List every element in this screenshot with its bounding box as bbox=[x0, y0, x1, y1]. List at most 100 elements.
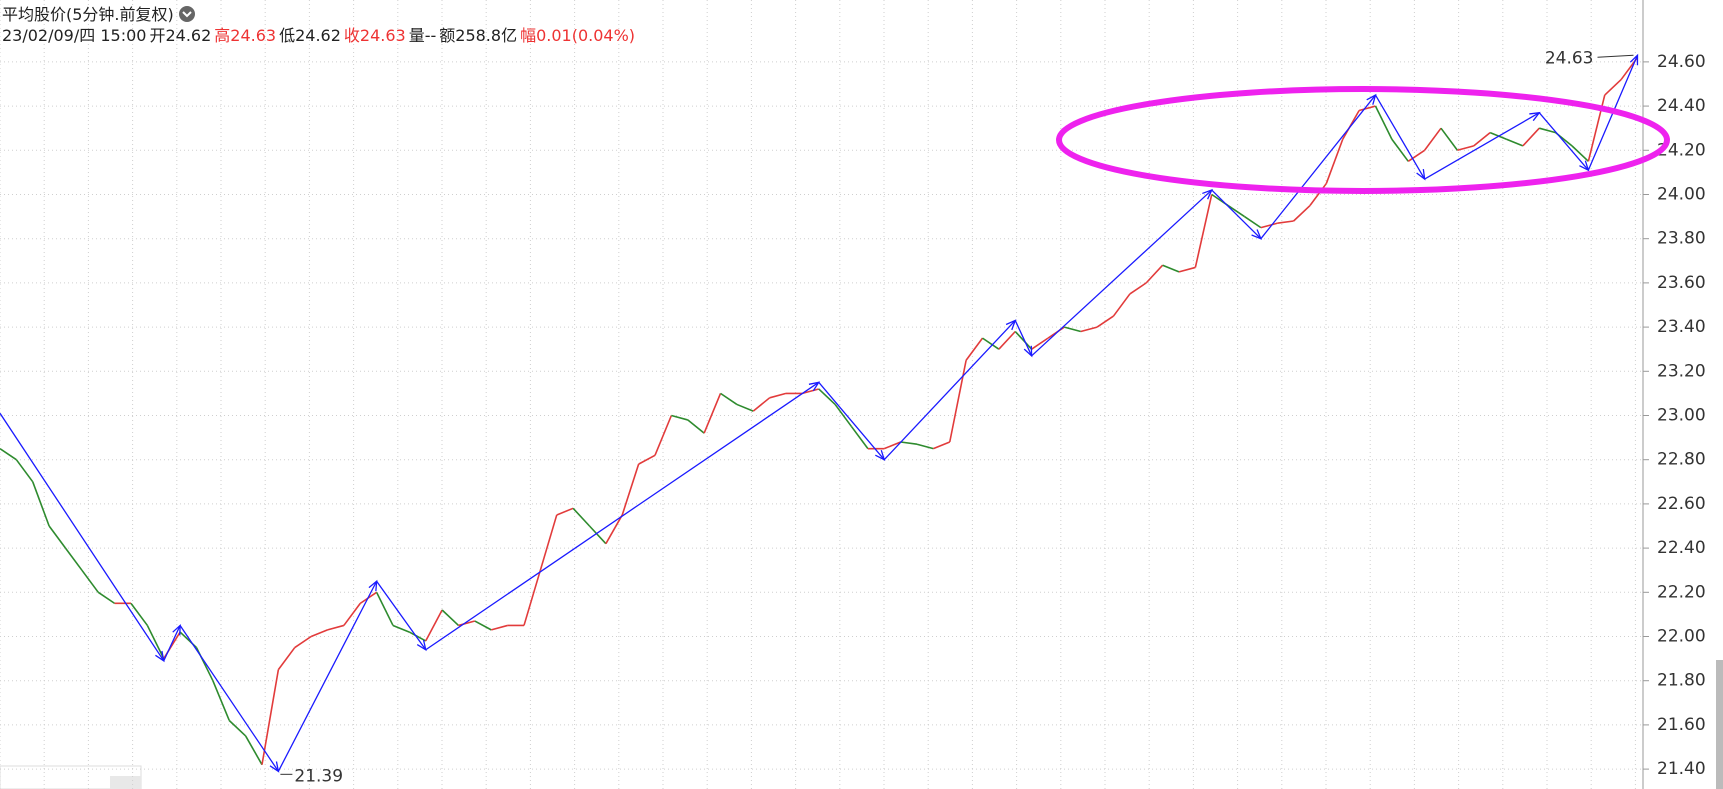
zigzag-segment bbox=[1014, 320, 1033, 357]
price-segment bbox=[327, 624, 345, 631]
price-segment bbox=[1064, 326, 1081, 333]
price-segment bbox=[933, 441, 951, 450]
info-item: 额258.8亿 bbox=[439, 26, 518, 45]
corner-box-button bbox=[110, 776, 141, 789]
price-segment bbox=[441, 609, 460, 627]
y-tick-label: 24.20 bbox=[1657, 140, 1706, 160]
price-segment bbox=[1145, 264, 1164, 284]
zigzag-segment bbox=[1424, 112, 1540, 180]
price-segment bbox=[310, 629, 328, 638]
y-tick-label: 23.20 bbox=[1657, 361, 1706, 381]
zigzag-segment bbox=[818, 381, 885, 461]
header: 平均股价(5分钟.前复权) 23/02/09/四 15:00 开24.62 高24.… bbox=[2, 4, 638, 46]
price-segment bbox=[375, 591, 394, 626]
price-segment bbox=[998, 330, 1016, 350]
y-tick-label: 24.00 bbox=[1657, 184, 1706, 204]
y-tick-label: 21.60 bbox=[1657, 715, 1706, 735]
y-tick-label: 22.40 bbox=[1657, 538, 1706, 558]
info-item: 收24.63 bbox=[343, 26, 406, 45]
zigzag-segment bbox=[1374, 94, 1426, 180]
price-segment bbox=[1260, 222, 1278, 229]
price-segment bbox=[1473, 131, 1491, 147]
y-tick-label: 23.80 bbox=[1657, 229, 1706, 249]
price-segment bbox=[605, 514, 623, 545]
price-segment bbox=[64, 547, 83, 571]
price-segment bbox=[703, 393, 722, 434]
price-segment bbox=[31, 481, 50, 527]
price-segment bbox=[1194, 194, 1213, 268]
price-segment bbox=[834, 403, 853, 428]
zigzag-segment bbox=[425, 381, 820, 651]
price-segment bbox=[228, 719, 247, 737]
price-segment bbox=[736, 403, 754, 412]
dropdown-icon[interactable] bbox=[178, 5, 196, 23]
y-tick-label: 24.40 bbox=[1657, 96, 1706, 116]
price-segment bbox=[965, 337, 984, 361]
price-segment bbox=[572, 507, 591, 527]
price-segment bbox=[638, 454, 656, 465]
price-segment bbox=[1440, 127, 1459, 151]
price-segment bbox=[687, 419, 705, 434]
y-tick-label: 22.00 bbox=[1657, 627, 1706, 647]
zigzag-segment bbox=[0, 412, 165, 662]
price-segment bbox=[392, 624, 410, 633]
price-segment bbox=[1522, 127, 1540, 147]
point-label: 21.39 bbox=[294, 766, 343, 786]
y-tick-label: 22.80 bbox=[1657, 450, 1706, 470]
info-item: 幅0.01(0.04%) bbox=[520, 26, 636, 45]
price-segment bbox=[212, 680, 230, 721]
price-segment bbox=[671, 414, 688, 421]
zigzag-segment bbox=[1031, 189, 1213, 357]
price-segment bbox=[1096, 315, 1114, 328]
price-segment bbox=[916, 443, 934, 450]
price-segment bbox=[1391, 138, 1409, 162]
price-segment bbox=[588, 525, 607, 545]
plot-area bbox=[0, 0, 1643, 789]
price-segment bbox=[720, 392, 738, 406]
price-segment bbox=[491, 624, 508, 631]
price-segment bbox=[1539, 127, 1556, 134]
price-segment bbox=[556, 507, 574, 516]
price-segment bbox=[1014, 330, 1033, 350]
price-segment bbox=[244, 735, 263, 766]
zigzag-segment bbox=[179, 625, 279, 772]
price-segment bbox=[539, 514, 558, 571]
info-item: 23/02/09/四 15:00 bbox=[2, 26, 147, 45]
y-tick-label: 23.00 bbox=[1657, 405, 1706, 425]
price-segment bbox=[0, 447, 17, 461]
info-item: 量-- bbox=[408, 26, 437, 45]
price-segment bbox=[458, 620, 476, 627]
highlight-ellipse bbox=[1056, 86, 1670, 194]
price-segment bbox=[474, 620, 492, 631]
zigzag-segment bbox=[277, 580, 378, 772]
price-segment bbox=[883, 441, 901, 450]
y-tick-label: 23.60 bbox=[1657, 273, 1706, 293]
price-segment bbox=[1162, 264, 1180, 273]
info-item: 低24.62 bbox=[279, 26, 341, 45]
price-segment bbox=[523, 569, 542, 626]
price-segment bbox=[621, 463, 640, 516]
info-item: 开24.62 bbox=[149, 26, 212, 45]
price-segment bbox=[818, 388, 836, 406]
price-segment bbox=[146, 625, 165, 659]
price-segment bbox=[769, 392, 787, 399]
y-tick-label: 24.60 bbox=[1657, 52, 1706, 72]
price-segment bbox=[654, 415, 673, 456]
label-leader bbox=[1597, 54, 1634, 58]
price-segment bbox=[900, 441, 918, 446]
arrow-head bbox=[1629, 53, 1639, 66]
price-segment bbox=[982, 337, 1000, 350]
price-segment bbox=[1457, 145, 1474, 152]
price-segment bbox=[261, 669, 280, 765]
price-segment bbox=[343, 602, 361, 626]
price-segment bbox=[948, 360, 967, 443]
price-segment bbox=[1506, 138, 1524, 147]
price-segment bbox=[408, 631, 427, 642]
price-segment bbox=[1358, 105, 1376, 112]
price-segment bbox=[1277, 220, 1294, 225]
price-segment bbox=[1244, 215, 1262, 229]
price-segment bbox=[752, 397, 771, 412]
price-segment bbox=[130, 602, 149, 626]
y-tick-label: 22.20 bbox=[1657, 582, 1706, 602]
